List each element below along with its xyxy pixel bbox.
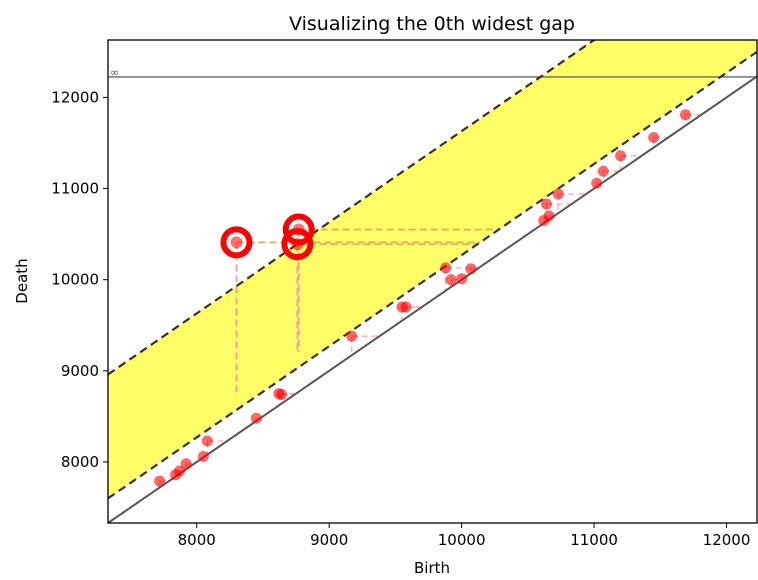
data-point <box>400 301 412 313</box>
plot-frame <box>107 39 758 524</box>
x-tick-label: 9000 <box>310 531 348 549</box>
axes: 8000 9000 10000 11000 12000 8000 9000 10000 1100… <box>51 39 758 549</box>
band-upper-line <box>108 40 597 376</box>
y-tick-label: 10000 <box>51 271 99 289</box>
data-point <box>597 165 609 177</box>
data-point <box>276 389 288 401</box>
chart-title: Visualizing the 0th widest gap <box>289 13 575 35</box>
x-tick-label: 10000 <box>438 531 486 549</box>
y-tick-label: 9000 <box>61 362 99 380</box>
data-point <box>440 262 452 274</box>
data-point <box>197 450 209 462</box>
data-point <box>174 465 186 477</box>
band-lower-line <box>108 50 757 500</box>
infinity-label: ∞ <box>110 66 119 79</box>
data-point <box>465 263 477 275</box>
y-axis-label: Death <box>13 258 31 303</box>
data-point <box>679 109 691 121</box>
diagonal-line <box>108 75 757 523</box>
x-tick-label: 11000 <box>570 531 618 549</box>
x-axis-label: Birth <box>414 559 450 576</box>
data-point <box>180 458 192 470</box>
data-point <box>456 273 468 285</box>
data-point <box>615 150 627 162</box>
data-point <box>445 274 457 286</box>
x-tick-label: 8000 <box>178 531 216 549</box>
gap-band <box>108 40 757 499</box>
data-point <box>591 177 603 189</box>
highlight-point <box>230 236 243 249</box>
data-point <box>552 188 564 200</box>
y-tick-label: 12000 <box>51 88 99 106</box>
highlight-ring <box>282 213 315 246</box>
data-point <box>540 198 552 210</box>
data-point <box>543 210 555 222</box>
x-tick-label: 12000 <box>703 531 751 549</box>
y-tick-label: 8000 <box>61 453 99 471</box>
y-tick-label: 11000 <box>51 180 99 198</box>
data-point <box>648 132 660 144</box>
data-point <box>154 475 166 487</box>
data-point <box>250 412 262 424</box>
data-point <box>346 330 358 342</box>
highlight-ring <box>220 226 253 259</box>
highlight-point <box>292 223 305 236</box>
data-point <box>201 435 213 447</box>
plot-area: ∞ <box>108 40 757 523</box>
